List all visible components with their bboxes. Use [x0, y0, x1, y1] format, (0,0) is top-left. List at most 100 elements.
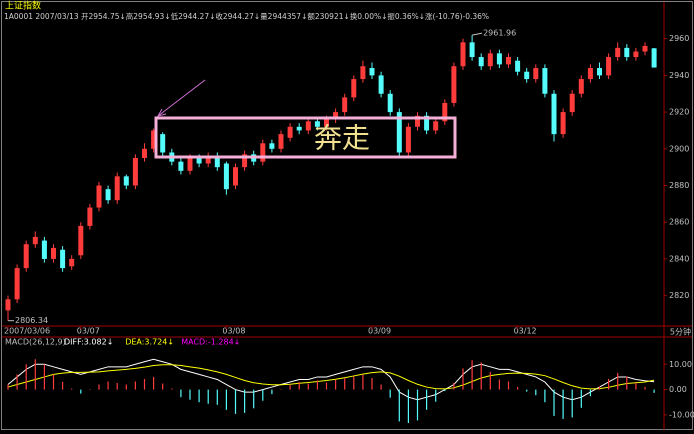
y-tick-label: 2920	[669, 108, 689, 117]
candle-body	[196, 157, 202, 164]
candle-body	[151, 130, 157, 149]
macd-line	[7, 358, 655, 401]
candle-body	[597, 68, 602, 76]
candle-body	[242, 154, 248, 168]
candle-body	[160, 134, 166, 153]
low-label: 2806.34	[15, 316, 48, 325]
candle-body	[296, 126, 302, 131]
candle-body	[487, 53, 493, 67]
candle-body	[551, 93, 557, 135]
candle-body	[287, 126, 293, 138]
candle-body	[114, 176, 120, 201]
candle-body	[233, 167, 238, 186]
candle-body	[396, 112, 402, 153]
candle-body	[560, 112, 566, 135]
candle-body	[132, 157, 138, 186]
candle-body	[624, 47, 630, 58]
y-tick-label: 0.00	[669, 385, 687, 394]
candle-body	[369, 68, 375, 76]
candle-body	[633, 51, 639, 58]
candle-body	[351, 79, 357, 98]
candle-body	[642, 46, 648, 52]
candle-body	[578, 79, 584, 94]
candle-body	[533, 68, 539, 80]
x-tick-label: 03/07	[77, 327, 100, 336]
annotation-box	[154, 116, 457, 159]
macd-title: MACD(26,12,9)	[5, 338, 66, 347]
candle-body	[14, 268, 20, 300]
x-tick-label: 2007/03/06	[4, 327, 50, 336]
candle-body	[433, 121, 439, 131]
info-line: 1A0001 2007/03/13 开2954.75↓高2954.93↓低294…	[4, 11, 489, 21]
candle-body	[96, 185, 102, 208]
candle-body	[342, 97, 348, 113]
legend-item: DEA:3.724↓	[125, 338, 174, 347]
candle-body	[515, 60, 521, 72]
y-tick-label: 2900	[669, 144, 689, 153]
candle-body	[542, 68, 548, 94]
y-tick-label: 2840	[669, 254, 689, 263]
candle-body	[378, 75, 384, 94]
candle-body	[469, 42, 475, 58]
candle-body	[178, 161, 184, 171]
arrow	[157, 79, 206, 117]
candle-body	[23, 244, 29, 269]
candle-body	[424, 115, 430, 131]
candle-body	[123, 176, 129, 186]
candle-body	[478, 57, 484, 67]
candle-body	[305, 121, 311, 131]
candle-body	[524, 71, 530, 80]
candle-body	[615, 47, 621, 58]
candle-body	[314, 121, 320, 127]
legend-item: MACD:-1.284↓	[181, 338, 240, 347]
candle-body	[569, 93, 575, 113]
y-tick-label: 2960	[669, 34, 689, 43]
candle-body	[205, 156, 211, 164]
annotation-text: 奔走	[314, 122, 370, 155]
candle-body	[41, 240, 47, 259]
arrow-head	[156, 108, 167, 117]
macd-line	[7, 364, 655, 390]
candle-body	[333, 112, 339, 120]
candle-body	[5, 299, 11, 311]
candle-body	[415, 115, 420, 127]
candle-body	[360, 66, 366, 80]
candle-body	[278, 134, 284, 149]
candle-body	[506, 57, 511, 65]
candle-body	[405, 126, 411, 153]
candle-body	[105, 189, 111, 201]
candle-body	[451, 66, 457, 103]
candle-body	[142, 148, 147, 158]
x-tick-label: 03/08	[222, 327, 245, 336]
candle-body	[587, 68, 593, 80]
legend-item: DIFF:3.082↓	[64, 338, 113, 347]
candle-body	[223, 163, 229, 190]
candle-body	[87, 207, 93, 226]
candle-body	[387, 93, 393, 113]
period-label: 5分钟	[670, 327, 691, 337]
candle-body	[187, 157, 193, 171]
y-tick-label: 2940	[669, 71, 689, 80]
candle-body	[442, 102, 448, 122]
x-tick-label: 03/09	[368, 327, 391, 336]
high-marker	[472, 32, 483, 36]
high-label: 2961.96	[483, 29, 516, 38]
x-tick-label: 03/12	[514, 327, 537, 336]
chart-title: 上证指数	[5, 0, 41, 12]
candle-body	[324, 119, 329, 127]
y-tick-label: 2820	[669, 291, 689, 300]
candle-body	[32, 236, 38, 245]
candle-body	[606, 57, 612, 76]
candle-body	[78, 225, 84, 256]
candle-body	[460, 42, 466, 67]
candle-body	[260, 143, 266, 162]
y-tick-label: -10.00	[669, 410, 694, 419]
candle-body	[214, 156, 220, 168]
y-tick-label: 2880	[669, 181, 689, 190]
candle-body	[496, 53, 502, 65]
candle-body	[51, 247, 56, 259]
